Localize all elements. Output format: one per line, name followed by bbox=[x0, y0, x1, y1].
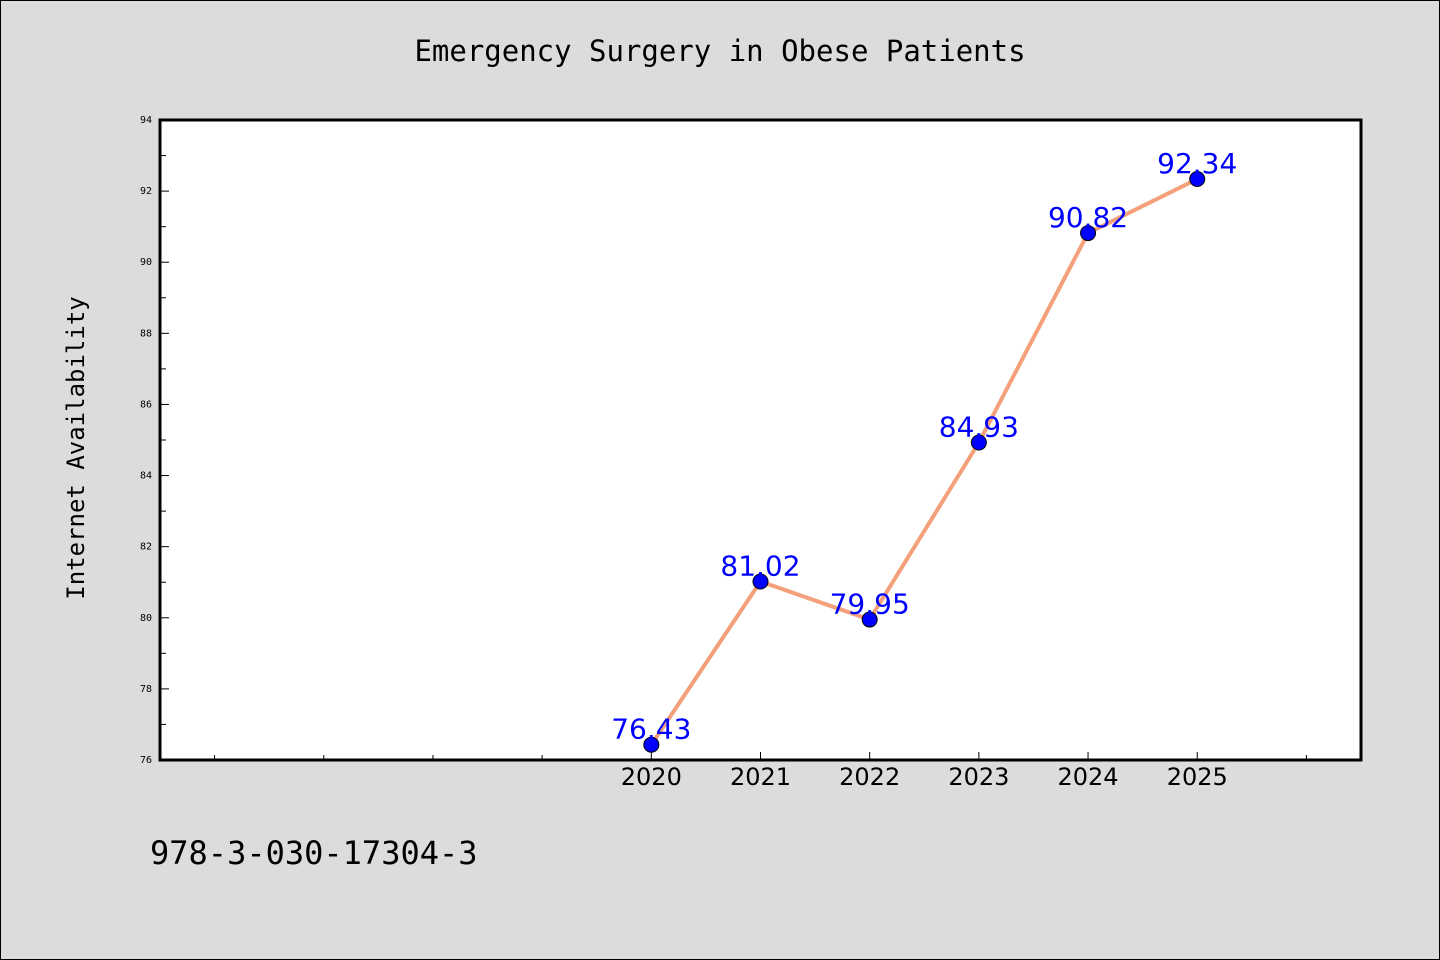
data-point bbox=[1189, 171, 1206, 188]
data-label: 81.02 bbox=[720, 550, 800, 583]
y-tick-label: 84 bbox=[140, 471, 152, 482]
chart-title: Emergency Surgery in Obese Patients bbox=[414, 34, 1026, 68]
x-tick-label: 2023 bbox=[948, 763, 1009, 791]
data-label: 79.95 bbox=[830, 588, 910, 621]
y-tick-label: 76 bbox=[140, 755, 152, 766]
y-tick-label: 82 bbox=[140, 542, 152, 553]
data-label: 84.93 bbox=[939, 410, 1019, 443]
plot-area bbox=[160, 120, 1361, 760]
x-tick-label: 2022 bbox=[839, 763, 900, 791]
y-tick-label: 92 bbox=[140, 186, 152, 197]
plot-frame bbox=[158, 118, 1363, 762]
y-tick-label: 78 bbox=[140, 684, 152, 695]
series-line bbox=[649, 177, 1200, 747]
data-point bbox=[752, 573, 769, 590]
data-point bbox=[970, 434, 987, 451]
x-tick-label: 2025 bbox=[1167, 763, 1228, 791]
y-tick-label: 80 bbox=[140, 613, 152, 624]
data-label: 76.43 bbox=[611, 713, 691, 746]
y-tick-label: 94 bbox=[140, 115, 152, 126]
y-tick-label: 88 bbox=[140, 328, 152, 339]
data-point bbox=[643, 736, 660, 753]
x-tick-label: 2020 bbox=[621, 763, 682, 791]
y-tick-label: 90 bbox=[140, 257, 152, 268]
data-point bbox=[1080, 225, 1097, 242]
data-point bbox=[861, 611, 878, 628]
data-label: 92.34 bbox=[1157, 147, 1237, 180]
x-tick-label: 2021 bbox=[730, 763, 791, 791]
y-tick-label: 86 bbox=[140, 399, 152, 410]
x-tick-label: 2024 bbox=[1058, 763, 1119, 791]
footer-code: 978-3-030-17304-3 bbox=[150, 834, 478, 872]
data-label: 90.82 bbox=[1048, 201, 1128, 234]
